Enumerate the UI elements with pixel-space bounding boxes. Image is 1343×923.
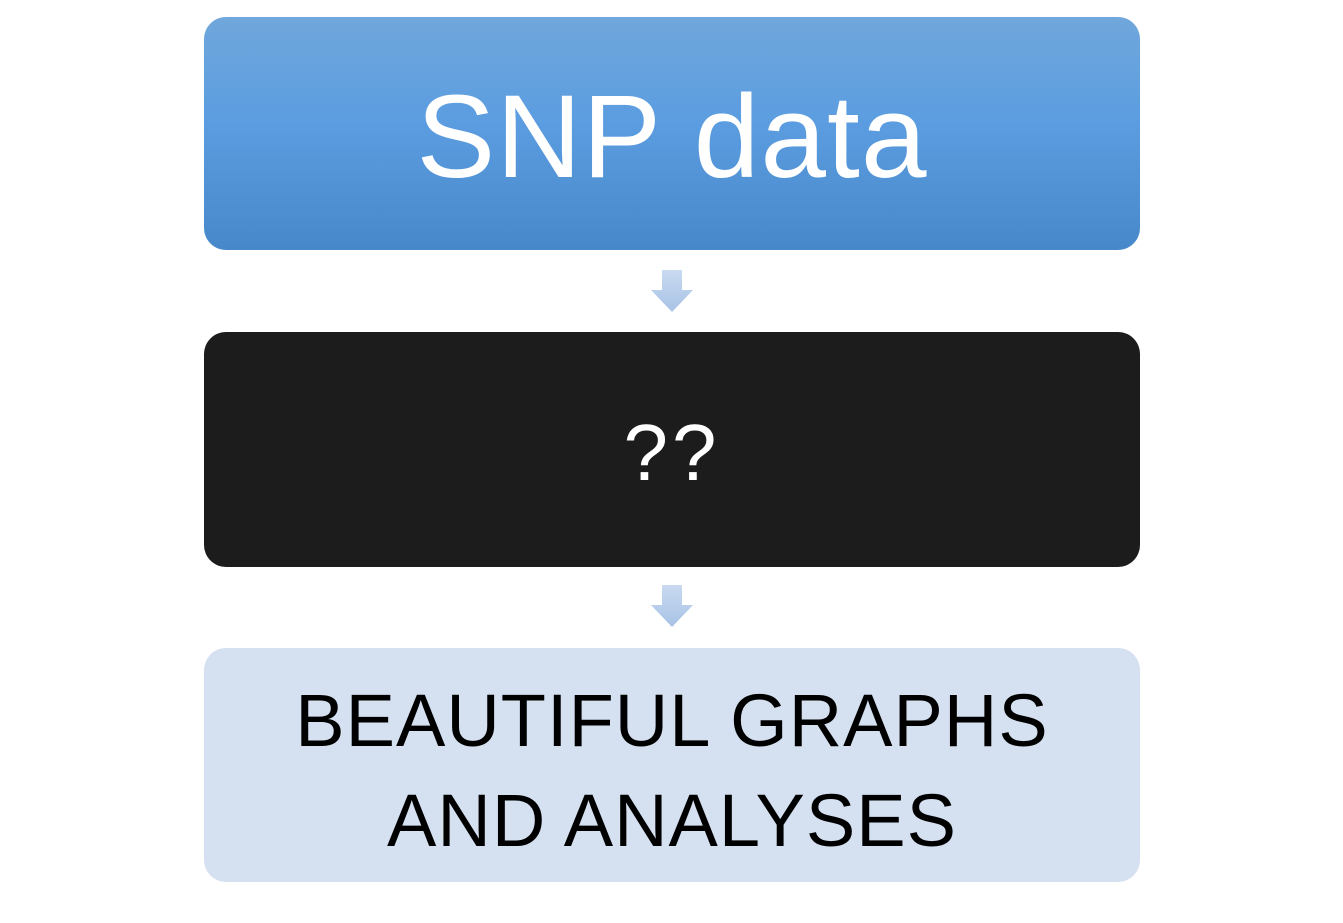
- step-snp-data-label: SNP data: [416, 70, 928, 203]
- step-graphs-label: BEAUTIFUL GRAPHS AND ANALYSES: [295, 671, 1048, 871]
- step-graphs-box: BEAUTIFUL GRAPHS AND ANALYSES: [204, 648, 1140, 882]
- step-graphs-label-line2: AND ANALYSES: [387, 779, 957, 862]
- step-graphs-label-line1: BEAUTIFUL GRAPHS: [295, 679, 1049, 762]
- step-snp-data-box: SNP data: [204, 17, 1140, 250]
- step-unknown-box: ??: [204, 332, 1140, 567]
- down-arrow-icon: [651, 585, 693, 627]
- down-arrow-icon: [651, 270, 693, 312]
- step-unknown-label: ??: [623, 407, 721, 497]
